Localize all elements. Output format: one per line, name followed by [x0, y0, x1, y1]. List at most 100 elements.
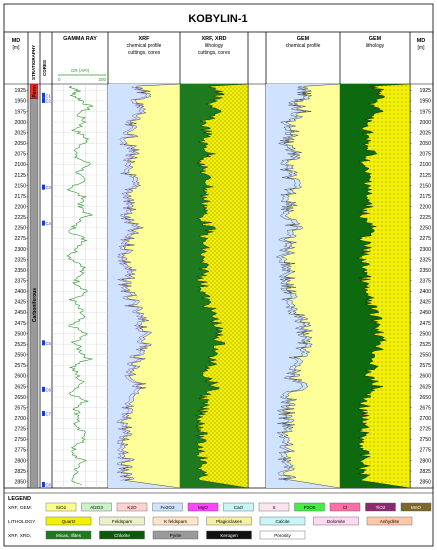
depth-tick-label-left: 2025 [14, 130, 26, 136]
depth-tick-label-right: 2525 [419, 342, 431, 348]
legend-chem-label: TiO2 [376, 505, 386, 510]
gem-chem-subtitle: chemical profile [286, 43, 321, 49]
legend-chem-swatch [258, 502, 290, 512]
legend-lith-label: Feldspars [112, 519, 133, 524]
depth-tick-label-left: 2275 [14, 236, 26, 242]
depth-tick-label-right: 2350 [419, 268, 431, 274]
legend-lith2-swatch [259, 530, 306, 540]
depth-tick-label-right: 2475 [419, 321, 431, 327]
legend-chem-label: P2O5 [304, 505, 316, 510]
legend-chem-label: S [272, 505, 275, 510]
core-label: C2 [46, 98, 52, 103]
core-marker [42, 340, 45, 346]
gamma-ray-title: GAMMA RAY [63, 36, 97, 42]
core-label: C3 [46, 185, 52, 190]
legend-lith-swatch [259, 516, 306, 526]
depth-tick-label-right: 2775 [419, 448, 431, 454]
gamma-ray-curve-label: GR (API) [71, 68, 90, 73]
xrf-title: XRF [139, 36, 151, 42]
legend-lith-label: Quartz [62, 519, 76, 524]
gamma-ray-track [66, 85, 94, 485]
legend-lith2-label: Chlorite [114, 533, 130, 538]
legend-lith-label: K feldspars [164, 519, 188, 524]
legend-chem-label: K2O [127, 505, 137, 510]
core-marker [42, 220, 45, 226]
core-label: C5 [46, 341, 52, 346]
legend-lith-swatch [152, 516, 199, 526]
depth-tick-label-right: 2425 [419, 300, 431, 306]
legend-lith2-swatch [99, 530, 145, 540]
depth-tick-label-left: 2650 [14, 395, 26, 401]
header: MD [m] STRATIGRAPHY CORES GAMMA RAY GR (… [4, 31, 433, 85]
depth-tick-label-left: 2500 [14, 331, 26, 337]
legend-lith-label: Anhydrite [380, 519, 400, 524]
gamma-ray-max: 200 [98, 77, 106, 82]
depth-tick-label-left: 2300 [14, 247, 26, 253]
depth-tick-label-right: 2225 [419, 215, 431, 221]
legend-chem-swatch [152, 502, 183, 512]
legend-chem-swatch [45, 502, 77, 512]
legend-lith2-label: Pyrite [170, 533, 182, 538]
core-marker [42, 482, 45, 488]
depth-tick-label-left: 1925 [14, 88, 26, 94]
legend-chem-swatch [400, 502, 432, 512]
xrd-source: cuttings, cores [198, 50, 231, 56]
depth-tick-label-right: 2650 [419, 395, 431, 401]
depth-tick-label-left: 2750 [14, 437, 26, 443]
gem-chemical-profile-track [266, 83, 341, 489]
legend-row3-label: XRF, XRD, [8, 533, 31, 539]
stratigraphy-header: STRATIGRAPHY [31, 45, 36, 80]
depth-axis-right: 1925 1950 1975 2000 2025 2050 2075 2100 2125 2150… [410, 88, 431, 485]
depth-tick-label-right: 2250 [419, 226, 431, 232]
depth-tick-label-right: 2325 [419, 257, 431, 263]
legend-chem-swatch [329, 502, 361, 512]
depth-tick-label-left: 2525 [14, 342, 26, 348]
depth-tick-label-right: 2100 [419, 162, 431, 168]
legend-lith-label: Plagioclases [216, 519, 242, 524]
depth-tick-label-left: 2050 [14, 141, 26, 147]
stratigraphy-track: Perm Carboniferous [29, 83, 39, 489]
core-label: C8 [46, 483, 52, 488]
xrf-source: cuttings, cores [128, 50, 161, 56]
depth-tick-label-right: 2400 [419, 289, 431, 295]
legend-chem-swatch [294, 502, 325, 512]
depth-tick-label-right: 2575 [419, 363, 431, 369]
depth-tick-label-left: 2550 [14, 353, 26, 359]
stratigraphy-unit-label: Carboniferous [32, 288, 38, 322]
legend-lith-swatch [313, 516, 359, 526]
depth-tick-label-left: 2000 [14, 120, 26, 126]
legend-chem-label: MgO [198, 505, 208, 510]
depth-tick-label-right: 2825 [419, 469, 431, 475]
depth-tick-label-left: 2350 [14, 268, 26, 274]
core-marker [42, 97, 45, 103]
depth-tick-label-left: 2150 [14, 183, 26, 189]
gem-lith-title: GEM [369, 36, 382, 42]
depth-tick-label-right: 2275 [419, 236, 431, 242]
legend: LEGEND XRF, GEM: LITHOLOGY XRF, XRD, SiO… [4, 492, 433, 540]
legend-chem-swatch [187, 502, 219, 512]
md-right-label: MD [417, 38, 426, 44]
legend-lith2-swatch [206, 530, 252, 540]
depth-tick-label-right: 2125 [419, 173, 431, 179]
legend-chem-label: MnO [411, 505, 421, 510]
depth-tick-label-left: 2700 [14, 416, 26, 422]
depth-tick-label-left: 2200 [14, 204, 26, 210]
depth-tick-label-right: 2500 [419, 331, 431, 337]
depth-tick-label-right: 2675 [419, 405, 431, 411]
depth-tick-label-right: 2200 [419, 204, 431, 210]
depth-tick-label-left: 2475 [14, 321, 26, 327]
depth-axis-left: 1925 1950 1975 2000 2025 2050 2075 2100 2125 2150… [14, 88, 28, 485]
depth-tick-label-left: 2125 [14, 173, 26, 179]
legend-lith-swatch [206, 516, 252, 526]
figure-title: KOBYLIN-1 [188, 13, 247, 25]
core-marker [42, 184, 45, 190]
depth-tick-label-left: 2100 [14, 162, 26, 168]
depth-tick-label-right: 2050 [419, 141, 431, 147]
depth-tick-label-right: 2300 [419, 247, 431, 253]
legend-items: SiO2 Al2O3 K2O Fe2O3 MgO CaO S P2O5 Cl TiO2 MnO Qua… [45, 502, 432, 540]
depth-tick-label-left: 2075 [14, 152, 26, 158]
xrf-sio2-fill [120, 83, 181, 489]
gem-quartz-fill [356, 83, 411, 489]
legend-chem-label: CaO [234, 505, 244, 510]
depth-tick-label-right: 2450 [419, 310, 431, 316]
